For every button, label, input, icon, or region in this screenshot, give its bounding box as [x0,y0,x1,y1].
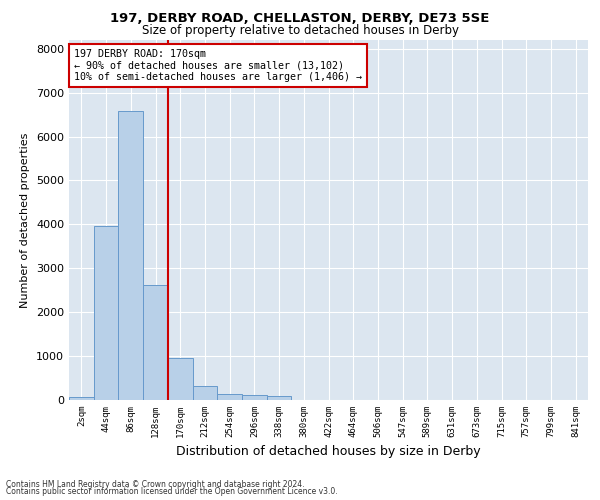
Bar [217,394,242,400]
Text: Size of property relative to detached houses in Derby: Size of property relative to detached ho… [142,24,458,37]
Bar [143,285,168,400]
Text: Contains public sector information licensed under the Open Government Licence v3: Contains public sector information licen… [6,487,338,496]
Text: 197 DERBY ROAD: 170sqm
← 90% of detached houses are smaller (13,102)
10% of semi: 197 DERBY ROAD: 170sqm ← 90% of detached… [74,49,362,82]
Bar [118,111,143,400]
Bar [242,395,267,400]
Bar [94,226,118,400]
Bar [168,358,193,400]
Bar [193,386,217,400]
Y-axis label: Number of detached properties: Number of detached properties [20,132,31,308]
Bar [267,396,292,400]
Text: Contains HM Land Registry data © Crown copyright and database right 2024.: Contains HM Land Registry data © Crown c… [6,480,305,489]
X-axis label: Distribution of detached houses by size in Derby: Distribution of detached houses by size … [176,446,481,458]
Bar [69,396,94,400]
Text: 197, DERBY ROAD, CHELLASTON, DERBY, DE73 5SE: 197, DERBY ROAD, CHELLASTON, DERBY, DE73… [110,12,490,26]
